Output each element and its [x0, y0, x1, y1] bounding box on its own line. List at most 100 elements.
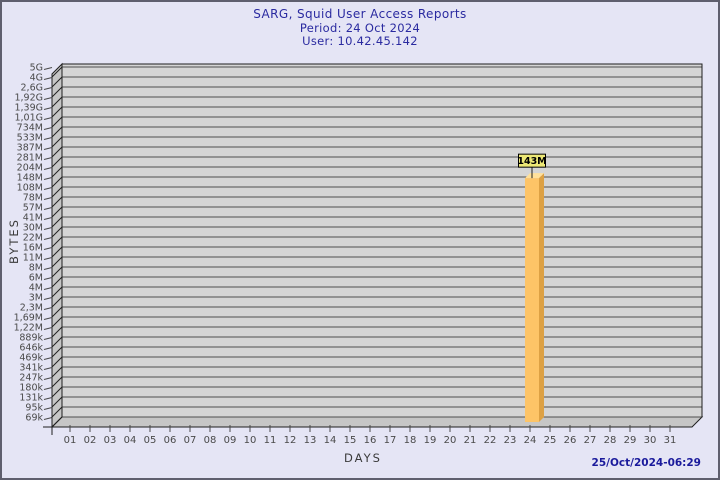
x-tick-label: 09 [224, 435, 237, 446]
x-tick-label: 25 [544, 435, 557, 446]
wall-gridline [51, 236, 63, 248]
y-tick [43, 297, 53, 300]
y-tick-label: 1,01G [14, 113, 43, 124]
y-tick [43, 247, 53, 250]
x-tick-label: 19 [424, 435, 437, 446]
x-tick-label: 06 [164, 435, 177, 446]
wall-gridline [51, 316, 63, 328]
wall-gridline [51, 156, 63, 168]
chart-header: SARG, Squid User Access Reports Period: … [2, 7, 718, 49]
y-tick-label: 281M [17, 153, 43, 164]
y-tick-label: 2,3M [20, 303, 43, 314]
y-tick [43, 127, 53, 130]
x-tick-label: 30 [644, 435, 657, 446]
y-tick-label: 11M [23, 253, 43, 264]
y-tick-label: 30M [23, 223, 43, 234]
x-tick-label: 13 [304, 435, 317, 446]
y-tick [43, 187, 53, 190]
y-tick [43, 197, 53, 200]
x-tick-label: 03 [104, 435, 117, 446]
wall-gridline [51, 356, 63, 368]
y-tick-label: 4G [30, 73, 43, 84]
x-tick-label: 15 [344, 435, 357, 446]
y-tick-label: 22M [23, 233, 43, 244]
wall-gridline [51, 226, 63, 238]
y-tick [43, 67, 53, 70]
wall-gridline [51, 146, 63, 158]
x-tick-label: 10 [244, 435, 257, 446]
y-tick [43, 87, 53, 90]
y-tick-label: 889k [19, 333, 43, 344]
x-tick-label: 01 [64, 435, 77, 446]
y-tick [43, 77, 53, 80]
wall-gridline [51, 286, 63, 298]
y-tick-label: 16M [23, 243, 43, 254]
y-tick [43, 207, 53, 210]
wall-gridline [51, 336, 63, 348]
y-tick [43, 407, 53, 410]
y-tick-label: 469k [19, 353, 43, 364]
y-tick-label: 533M [17, 133, 43, 144]
y-tick-label: 41M [23, 213, 43, 224]
wall-gridline [51, 86, 63, 98]
wall-gridline [51, 246, 63, 258]
y-tick [43, 177, 53, 180]
x-tick-label: 17 [384, 435, 397, 446]
y-tick [43, 347, 53, 350]
y-tick [43, 357, 53, 360]
wall-gridline [51, 106, 63, 118]
y-tick [43, 167, 53, 170]
y-tick [43, 417, 53, 420]
y-tick-label: 5G [30, 63, 43, 74]
wall-gridline [51, 66, 63, 78]
wall-gridline [51, 126, 63, 138]
wall-gridline [51, 296, 63, 308]
wall-gridline [51, 196, 63, 208]
y-tick-label: 78M [23, 193, 43, 204]
y-axis-title: BYTES [7, 218, 21, 264]
y-tick [43, 267, 53, 270]
y-tick-label: 148M [17, 173, 43, 184]
x-tick-label: 04 [124, 435, 137, 446]
wall-gridline [51, 116, 63, 128]
y-tick-label: 387M [17, 143, 43, 154]
x-tick-label: 22 [484, 435, 497, 446]
y-tick [43, 307, 53, 310]
y-tick-label: 734M [17, 123, 43, 134]
x-tick-label: 27 [584, 435, 597, 446]
y-tick [43, 387, 53, 390]
x-tick-label: 29 [624, 435, 637, 446]
y-tick [43, 137, 53, 140]
y-tick-label: 8M [29, 263, 43, 274]
y-tick [43, 287, 53, 290]
y-tick-label: 69k [25, 413, 43, 424]
y-tick [43, 397, 53, 400]
y-tick-label: 1,69M [14, 313, 43, 324]
wall-gridline [51, 416, 63, 428]
y-tick [43, 257, 53, 260]
y-tick [43, 157, 53, 160]
y-tick-label: 57M [23, 203, 43, 214]
y-tick-label: 1,39G [14, 103, 43, 114]
wall-gridline [51, 186, 63, 198]
y-tick-label: 1,92G [14, 93, 43, 104]
y-tick-label: 108M [17, 183, 43, 194]
y-tick [43, 217, 53, 220]
bar-value-label: 143M [517, 156, 546, 167]
wall-gridline [51, 166, 63, 178]
x-tick-label: 02 [84, 435, 97, 446]
x-tick-label: 16 [364, 435, 377, 446]
wall-gridline [51, 376, 63, 388]
wall-gridline [51, 406, 63, 418]
wall-gridline [51, 216, 63, 228]
x-tick-label: 28 [604, 435, 617, 446]
bar [525, 178, 539, 422]
x-tick-label: 21 [464, 435, 477, 446]
wall-gridline [51, 306, 63, 318]
chart-user: User: 10.42.45.142 [302, 34, 418, 48]
x-tick-label: 23 [504, 435, 517, 446]
y-tick-label: 3M [29, 293, 43, 304]
y-tick-label: 1,22M [14, 323, 43, 334]
wall-gridline [51, 386, 63, 398]
